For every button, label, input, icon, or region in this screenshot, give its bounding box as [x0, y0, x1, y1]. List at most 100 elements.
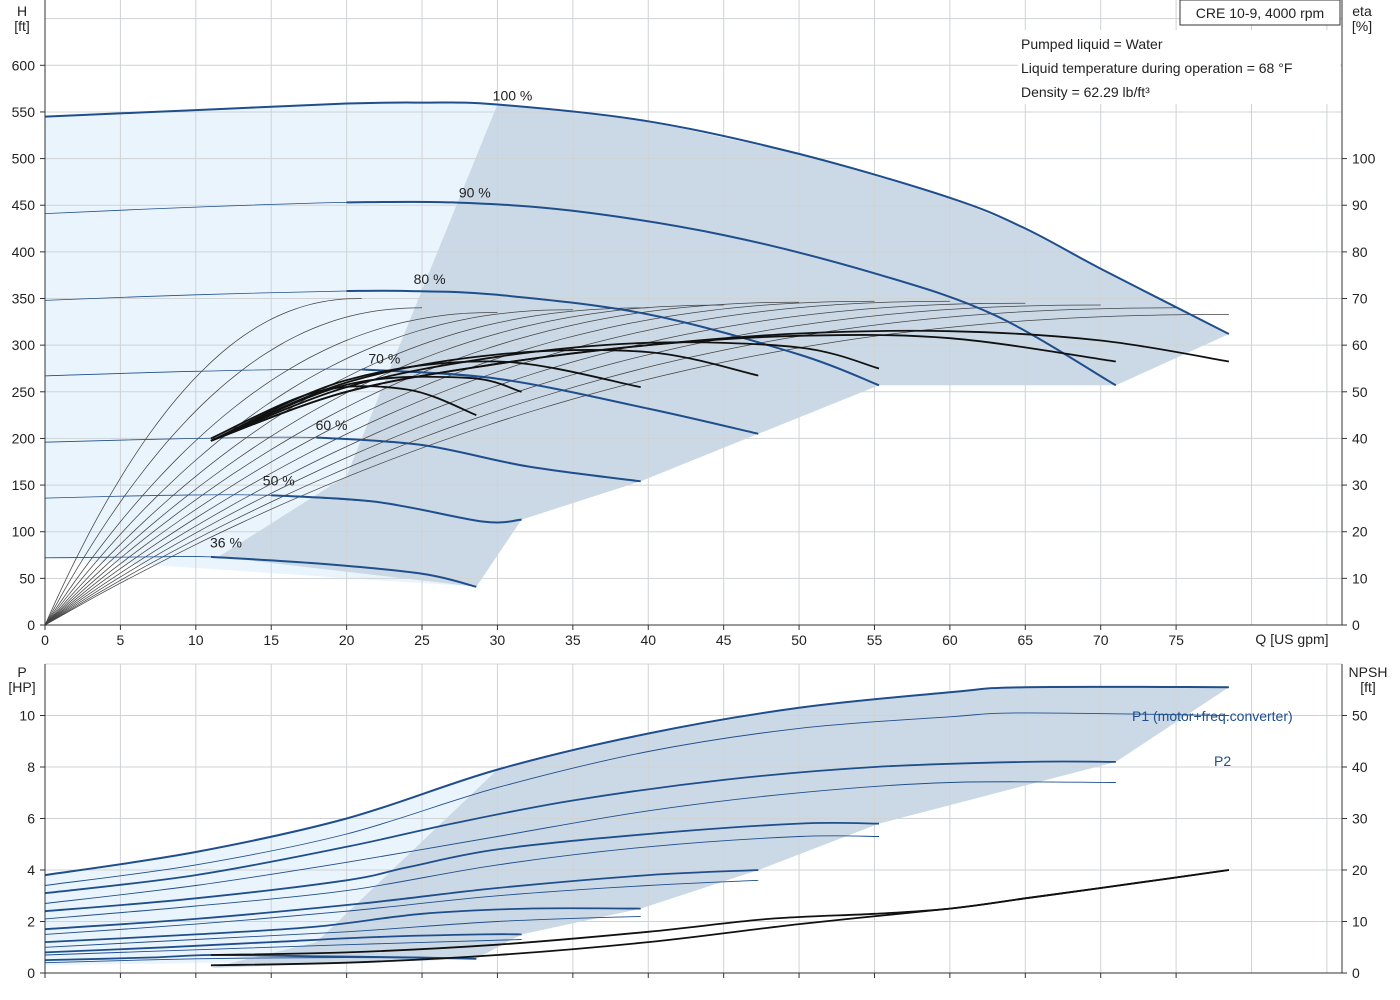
p-tick-label: 10: [19, 708, 35, 724]
npsh-axis-label-line1: NPSH: [1349, 664, 1388, 680]
npsh-tick-label: 40: [1352, 759, 1368, 775]
system-curve: [44, 300, 950, 626]
head-efficiency-plot: 100 %90 %80 %70 %60 %50 %36 % 0 5 10 15 20 25…: [12, 0, 1376, 648]
x-tick-label: 10: [188, 632, 204, 648]
p1-curve: [44, 954, 477, 961]
x-tick-label: 55: [867, 632, 883, 648]
system-curve: [44, 307, 1177, 626]
system-curve: [44, 300, 875, 626]
system-curve: [44, 302, 1026, 626]
efficiency-curve-50pct: [210, 375, 522, 442]
y-tick-label: 0: [27, 617, 35, 633]
p1-curve: [44, 869, 759, 931]
speed-label: 90 %: [459, 184, 491, 200]
p-tick-label: 8: [27, 759, 35, 775]
y-tick-label: 550: [12, 104, 36, 120]
speed-curve-60pct: [316, 436, 641, 483]
efficiency-curve-60pct: [210, 360, 641, 442]
y-tick-label: 250: [12, 384, 36, 400]
liquid-temperature-text: Liquid temperature during operation = 68…: [1021, 60, 1292, 76]
density-text: Density = 62.29 lb/ft³: [1021, 84, 1150, 100]
eta-axis-label-line2: [%]: [1352, 18, 1372, 34]
p2-series-label: P2: [1214, 753, 1231, 769]
efficiency-curve-80pct: [210, 341, 880, 442]
y2-tick-label: 30: [1352, 477, 1368, 493]
system-curve: [44, 314, 1229, 626]
y2-tick-label: 70: [1352, 291, 1368, 307]
npsh-tick-label: 20: [1352, 862, 1368, 878]
model-label-box: [1179, 0, 1341, 26]
p1-curve: [44, 933, 522, 954]
p-tick-label: 0: [27, 965, 35, 981]
x-tick-label: 50: [791, 632, 807, 648]
p-tick-label: 2: [27, 914, 35, 930]
y-tick-label: 150: [12, 477, 36, 493]
p2-curve: [44, 712, 1229, 886]
npsh-tick-label: 50: [1352, 708, 1368, 724]
p2-curve: [44, 939, 522, 956]
y-tick-label: 450: [12, 197, 36, 213]
p2-curve: [44, 915, 641, 948]
speed-label: 80 %: [414, 271, 446, 287]
power-axis-label-line1: P: [17, 664, 26, 680]
model-label: CRE 10-9, 4000 rpm: [1196, 5, 1324, 21]
head-curves: 100 % 90 % 80 % 70 % 60 % 50 % 36 %: [44, 87, 1230, 626]
p1-curve: [44, 685, 1229, 877]
npsh-tick-label: 10: [1352, 914, 1368, 930]
y-tick-label: 200: [12, 430, 36, 446]
y2-tick-label: 0: [1352, 617, 1360, 633]
eta-axis-label-line1: eta: [1352, 3, 1372, 19]
power-axes: 0 2 4 6 8 10 0 10 20 30 40 50: [19, 664, 1368, 981]
p1-curve: [44, 907, 641, 943]
x-tick-label: 35: [565, 632, 581, 648]
x-tick-label: 65: [1018, 632, 1034, 648]
system-curve: [44, 298, 362, 626]
x-tick-label: 60: [942, 632, 958, 648]
power-curves: [44, 685, 1230, 967]
system-curve: [44, 307, 423, 626]
p-tick-label: 6: [27, 811, 35, 827]
efficiency-curve-70pct: [210, 349, 759, 442]
y-tick-label: 400: [12, 244, 36, 260]
y2-tick-label: 10: [1352, 570, 1368, 586]
efficiency-curve-36pct: [210, 385, 477, 440]
x-tick-label: 20: [339, 632, 355, 648]
power-npsh-plot: 0 2 4 6 8 10 0 10 20 30 40 50: [19, 663, 1368, 981]
npsh-tick-label: 30: [1352, 811, 1368, 827]
system-curve: [44, 304, 724, 626]
p-tick-label: 4: [27, 862, 35, 878]
head-axis-label-line1: H: [17, 3, 27, 19]
speed-label: 36 %: [210, 534, 242, 550]
speed-curve-100pct: [44, 101, 1230, 335]
p1-curve: [44, 760, 1116, 895]
speed-label: 60 %: [316, 417, 348, 433]
x-tick-label: 75: [1168, 632, 1184, 648]
head-axis-label-line2: [ft]: [14, 18, 30, 34]
speed-curve-80pct: [346, 289, 880, 387]
power-axis-label-line2: [HP]: [8, 679, 35, 695]
y2-tick-label: 40: [1352, 430, 1368, 446]
y2-tick-label: 50: [1352, 384, 1368, 400]
p2-curve: [44, 781, 1116, 904]
x-tick-label: 70: [1093, 632, 1109, 648]
p2-curve: [44, 835, 880, 920]
x-tick-label: 25: [414, 632, 430, 648]
p1-series-label: P1 (motor+freq.converter): [1132, 708, 1293, 724]
system-curve: [44, 309, 573, 626]
x-tick-label: 5: [117, 632, 125, 648]
x-tick-label: 0: [41, 632, 49, 648]
y2-tick-label: 80: [1352, 244, 1368, 260]
speed-curve-90pct: [346, 200, 1117, 387]
power-range-fill: [45, 687, 1229, 968]
pumped-liquid-text: Pumped liquid = Water: [1021, 36, 1163, 52]
x-tick-label: 45: [716, 632, 732, 648]
y2-tick-label: 100: [1352, 151, 1376, 167]
y2-tick-label: 90: [1352, 197, 1368, 213]
y-tick-label: 300: [12, 337, 36, 353]
p1-curve: [44, 821, 880, 913]
speed-curve-50pct: [271, 494, 522, 524]
x-tick-label: 30: [490, 632, 506, 648]
npsh-curve: [210, 869, 1230, 956]
npsh-axis-label-line2: [ft]: [1360, 679, 1376, 695]
